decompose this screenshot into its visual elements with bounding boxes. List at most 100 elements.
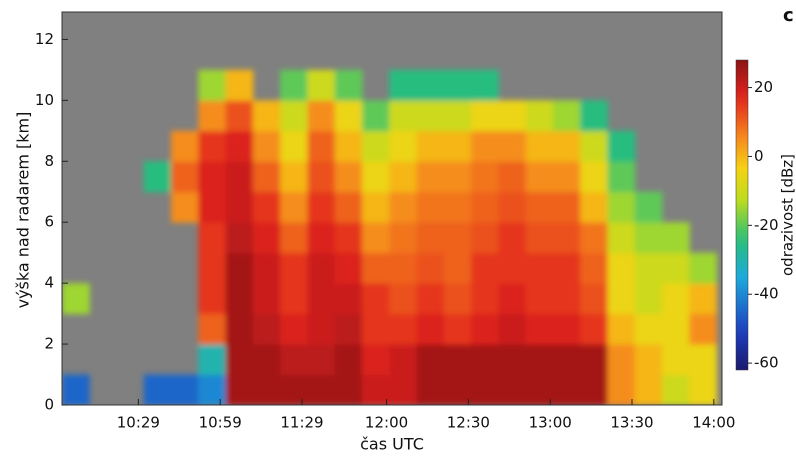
cell (662, 374, 690, 405)
cell (225, 283, 254, 315)
cell (389, 130, 418, 162)
cell (662, 283, 690, 315)
cell (662, 222, 690, 254)
cell (471, 161, 499, 193)
cell (634, 313, 663, 345)
colorbar (735, 59, 749, 371)
cell (362, 283, 390, 315)
y-tick-label: 0 (44, 396, 54, 414)
cell (607, 374, 636, 405)
cell (607, 222, 636, 254)
y-tick-label: 10 (35, 91, 54, 109)
cell (171, 191, 199, 223)
cell (252, 191, 281, 223)
cell (225, 374, 254, 405)
cell (471, 374, 499, 405)
cell (362, 252, 390, 284)
cell (225, 344, 254, 376)
cell (443, 69, 472, 101)
cell (471, 69, 499, 101)
cell (689, 344, 718, 376)
cell (525, 191, 554, 223)
cell (362, 344, 390, 376)
cell (198, 344, 227, 376)
panel-label: c (783, 5, 794, 26)
cell (416, 222, 445, 254)
x-tick-label: 13:30 (610, 414, 653, 432)
cell (416, 374, 445, 405)
cell (443, 222, 472, 254)
cell (280, 161, 308, 193)
cell (443, 252, 472, 284)
cell (389, 100, 418, 132)
x-axis-label: čas UTC (360, 435, 424, 454)
cell (362, 130, 390, 162)
cell (334, 161, 363, 193)
cell (552, 222, 581, 254)
cell (307, 222, 336, 254)
cell (389, 283, 418, 315)
cell (498, 283, 527, 315)
cell (280, 191, 308, 223)
plot-frame (61, 11, 723, 406)
cell (389, 344, 418, 376)
cell (198, 222, 227, 254)
x-tick-label: 10:59 (199, 414, 242, 432)
cell (552, 283, 581, 315)
cell (280, 100, 308, 132)
cell (580, 100, 608, 132)
cell (634, 252, 663, 284)
colorbar-label: odrazivost [dBz] (779, 154, 796, 276)
y-tick-label: 2 (44, 335, 54, 353)
cell (225, 222, 254, 254)
cell (307, 344, 336, 376)
cell (252, 283, 281, 315)
cell (362, 161, 390, 193)
cell (416, 313, 445, 345)
cell (443, 374, 472, 405)
x-tick-label: 12:30 (447, 414, 490, 432)
cell (143, 161, 172, 193)
cell (62, 283, 90, 315)
cell (171, 130, 199, 162)
cell (416, 283, 445, 315)
cell (552, 344, 581, 376)
cell (607, 344, 636, 376)
cell (580, 191, 608, 223)
cell (634, 191, 663, 223)
cell (498, 374, 527, 405)
cell (334, 374, 363, 405)
cell (498, 222, 527, 254)
cell (280, 283, 308, 315)
cell (307, 374, 336, 405)
cell (580, 344, 608, 376)
cell (198, 374, 227, 405)
cell (498, 130, 527, 162)
cell (171, 161, 199, 193)
cell (334, 252, 363, 284)
cell (334, 100, 363, 132)
cell (280, 130, 308, 162)
cell (307, 191, 336, 223)
cell (389, 374, 418, 405)
cell (498, 100, 527, 132)
cell (362, 100, 390, 132)
cell (471, 283, 499, 315)
cell (143, 374, 172, 405)
cell (334, 191, 363, 223)
x-tick-label: 10:29 (117, 414, 160, 432)
cell (252, 252, 281, 284)
cell (443, 100, 472, 132)
cell (552, 374, 581, 405)
cell (334, 344, 363, 376)
cell (552, 161, 581, 193)
cell (389, 313, 418, 345)
cell (252, 100, 281, 132)
y-axis-label: výška nad radarem [km] (14, 112, 33, 309)
cell (307, 252, 336, 284)
cell (471, 222, 499, 254)
cell (280, 222, 308, 254)
cell (416, 252, 445, 284)
cell (198, 100, 227, 132)
